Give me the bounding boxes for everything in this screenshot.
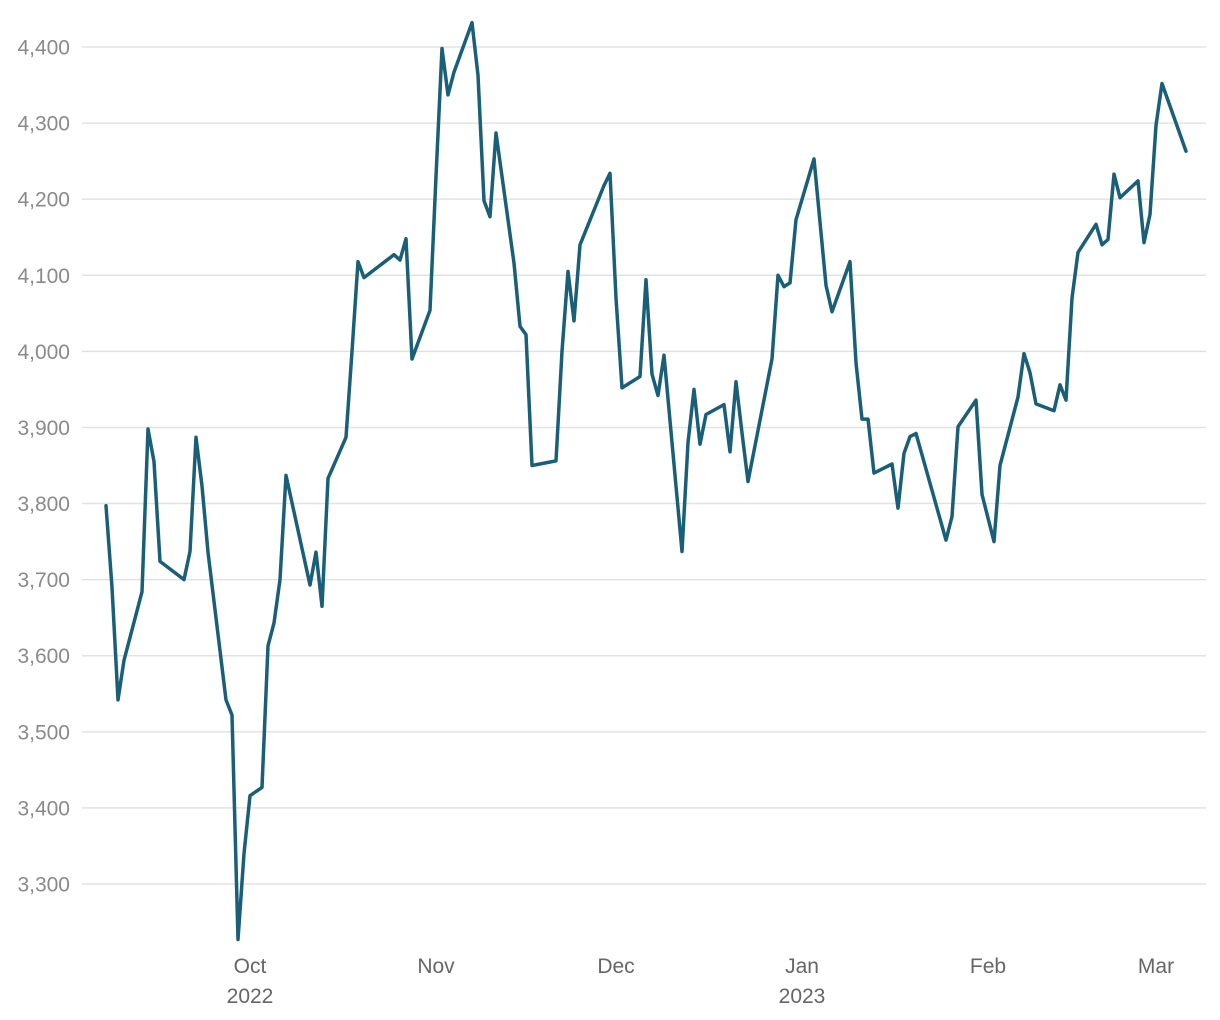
y-tick-label: 4,300 xyxy=(17,113,70,136)
gridlines xyxy=(82,46,1206,885)
y-tick-label: 3,700 xyxy=(17,569,70,592)
series-layer xyxy=(104,20,1188,942)
x-tick-year-label: 2023 xyxy=(779,985,826,1008)
y-axis-tick-labels: 3,300 3,400 3,500 3,600 3,700 3,800 3,900 4,000… xyxy=(17,37,70,897)
x-tick-label: Mar xyxy=(1138,955,1174,978)
y-tick-label: 3,800 xyxy=(17,493,70,516)
y-tick-label: 4,000 xyxy=(17,341,70,364)
y-tick-label: 3,400 xyxy=(17,797,70,820)
x-tick-label: Nov xyxy=(417,955,455,978)
y-tick-label: 4,200 xyxy=(17,189,70,212)
y-tick-label: 3,900 xyxy=(17,417,70,440)
y-tick-label: 3,500 xyxy=(17,721,70,744)
x-axis-tick-labels: Oct 2022 Nov Dec Jan 2023 Feb Mar xyxy=(227,955,1174,1008)
x-tick-label: Dec xyxy=(597,955,634,978)
x-tick-label: Oct xyxy=(234,955,267,978)
x-tick-year-label: 2022 xyxy=(227,985,274,1008)
series-line-0 xyxy=(104,20,1188,942)
y-tick-label: 4,100 xyxy=(17,265,70,288)
y-tick-label: 3,600 xyxy=(17,645,70,668)
x-tick-label: Feb xyxy=(970,955,1006,978)
y-tick-label: 3,300 xyxy=(17,874,70,897)
x-tick-label: Jan xyxy=(785,955,819,978)
y-tick-label: 4,400 xyxy=(17,37,70,60)
